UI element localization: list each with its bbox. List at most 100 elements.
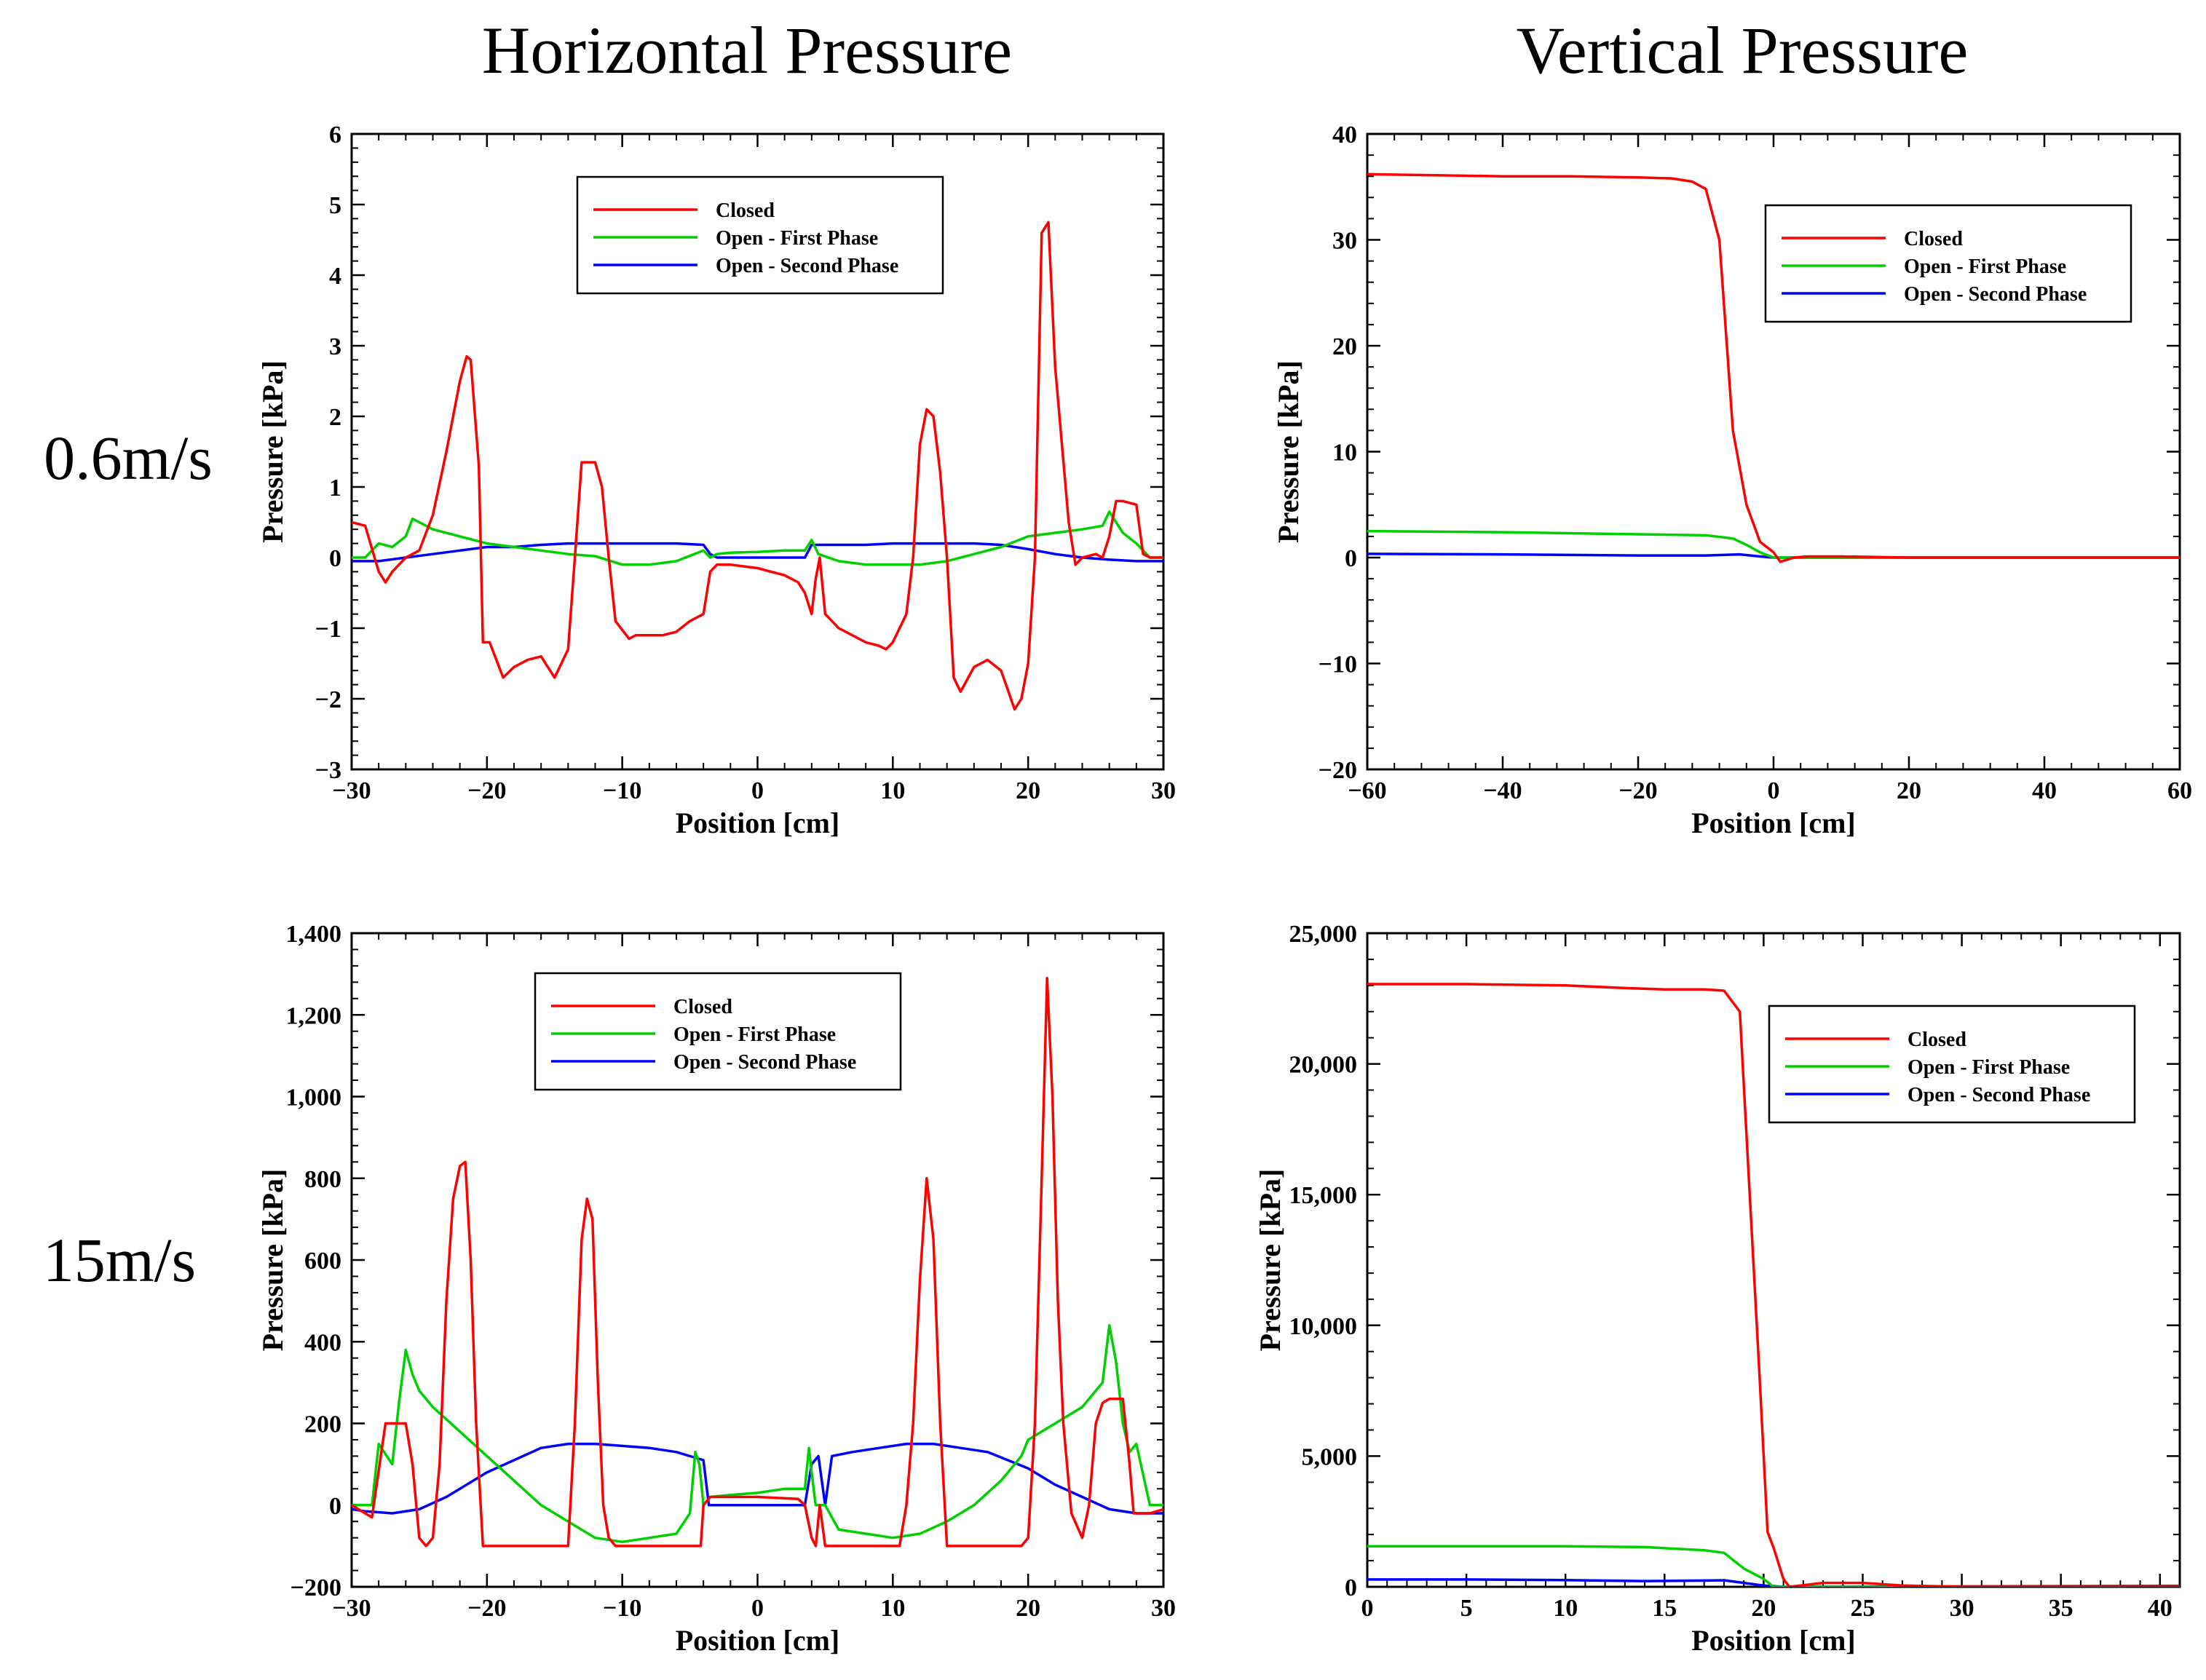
y-tick-label: 0	[329, 1493, 341, 1520]
y-tick-label: 200	[304, 1411, 341, 1438]
legend-label: Open - Second Phase	[716, 255, 898, 277]
y-tick-label: 10,000	[1289, 1313, 1358, 1340]
legend-box	[576, 175, 944, 295]
x-tick-label: 40	[2148, 1595, 2173, 1622]
y-axis-label: Pressure [kPa]	[1254, 1169, 1286, 1352]
y-tick-label: −3	[315, 757, 341, 784]
legend-label: Open - Second Phase	[1904, 283, 2087, 306]
y-tick-label: −200	[290, 1574, 341, 1601]
x-tick-label: 0	[1361, 1595, 1374, 1622]
series-group	[352, 221, 1163, 711]
series-line-closed	[1367, 983, 2180, 1587]
x-tick-label: 20	[1016, 1595, 1040, 1622]
x-tick-label: −20	[467, 1595, 506, 1622]
x-tick-label: 30	[1151, 1595, 1176, 1622]
y-tick-label: 1,000	[286, 1085, 342, 1112]
y-tick-label: 5,000	[1302, 1443, 1358, 1470]
y-tick-label: −1	[315, 616, 341, 643]
y-tick-label: 1,400	[286, 921, 342, 948]
x-tick-label: 35	[2049, 1595, 2073, 1622]
legend-label: Closed	[716, 199, 775, 222]
series-line-closed	[1367, 173, 2180, 563]
x-tick-label: 5	[1460, 1595, 1473, 1622]
x-tick-label: −60	[1348, 777, 1386, 804]
x-tick-label: 0	[1768, 777, 1780, 804]
series-line-open-second-phase	[352, 542, 1163, 563]
y-tick-label: −20	[1319, 757, 1357, 784]
y-axis-label: Pressure [kPa]	[256, 1169, 289, 1352]
y-tick-label: −2	[315, 686, 341, 713]
series-group	[1367, 173, 2180, 563]
y-tick-label: 400	[304, 1329, 341, 1356]
y-tick-label: 5	[329, 192, 341, 219]
legend: Closed Open - First Phase Open - Second Ph…	[534, 972, 902, 1091]
series-line-closed	[352, 221, 1163, 711]
chart-hp-high: −30 −20 −10 0 10 20 30 −200 0 200 400 600 800 1,000 1,…	[256, 921, 1176, 1657]
row-label-low-speed: 0.6m/s	[44, 423, 213, 493]
series-line-open-first-phase	[352, 510, 1163, 566]
x-tick-label: −20	[467, 777, 506, 804]
legend-label: Open - First Phase	[716, 227, 878, 250]
y-tick-label: −10	[1319, 651, 1357, 678]
series-line-open-first-phase	[352, 1324, 1163, 1544]
legend-label: Closed	[1907, 1029, 1966, 1051]
x-tick-label: 10	[880, 777, 905, 804]
legend-label: Closed	[673, 996, 732, 1018]
y-tick-label: 0	[1345, 545, 1357, 572]
legend: Closed Open - First Phase Open - Second Ph…	[1764, 204, 2132, 323]
series-line-open-first-phase	[1367, 1545, 2180, 1587]
y-tick-label: 20	[1332, 333, 1357, 360]
legend-label: Open - First Phase	[1904, 255, 2066, 278]
legend-label: Open - First Phase	[1907, 1056, 2070, 1079]
y-tick-label: 15,000	[1289, 1182, 1358, 1209]
x-tick-label: 25	[1850, 1595, 1875, 1622]
y-tick-label: 1	[329, 475, 341, 502]
x-tick-label: 15	[1652, 1595, 1677, 1622]
y-tick-label: 800	[304, 1166, 341, 1193]
y-tick-label: 10	[1332, 440, 1357, 467]
x-axis-label: Position [cm]	[1691, 807, 1856, 839]
legend: Closed Open - First Phase Open - Second Ph…	[1768, 1005, 2136, 1124]
row-label-high-speed: 15m/s	[43, 1225, 196, 1295]
x-tick-label: −10	[603, 1595, 641, 1622]
x-tick-label: 60	[2167, 777, 2192, 804]
chart-vp-high: 0 5 10 15 20 25 30 35 40 0 5,000 10,000 15,000 20,000…	[1254, 921, 2181, 1657]
x-tick-label: 10	[1553, 1595, 1578, 1622]
y-tick-label: 1,200	[286, 1002, 342, 1029]
y-tick-label: 0	[1345, 1574, 1357, 1601]
y-tick-label: 40	[1332, 122, 1357, 148]
y-tick-label: 4	[329, 263, 341, 290]
y-axis-label: Pressure [kPa]	[256, 360, 289, 543]
x-tick-label: 30	[1151, 777, 1176, 804]
y-tick-label: 2	[329, 404, 341, 431]
y-axis-label: Pressure [kPa]	[1272, 360, 1305, 543]
x-tick-label: 0	[751, 777, 764, 804]
x-tick-label: −40	[1483, 777, 1522, 804]
x-tick-label: 30	[1950, 1595, 1974, 1622]
x-tick-label: 0	[751, 1595, 764, 1622]
legend-label: Open - Second Phase	[673, 1051, 856, 1074]
x-tick-label: 20	[1897, 777, 1921, 804]
legend-label: Closed	[1904, 228, 1963, 250]
series-line-closed	[352, 976, 1163, 1548]
x-tick-label: 40	[2032, 777, 2057, 804]
x-tick-label: 20	[1751, 1595, 1776, 1622]
y-tick-label: 25,000	[1289, 921, 1358, 948]
series-group	[352, 976, 1163, 1548]
x-axis-label: Position [cm]	[676, 1624, 840, 1657]
y-tick-label: 600	[304, 1248, 341, 1275]
legend: Closed Open - First Phase Open - Second Ph…	[576, 175, 944, 295]
x-tick-label: 20	[1016, 777, 1040, 804]
legend-box	[1764, 204, 2132, 323]
y-tick-label: 0	[329, 545, 341, 572]
column-title-horizontal: Horizontal Pressure	[482, 13, 1012, 87]
chart-vp-low: −60 −40 −20 0 20 40 60 −20 −10 0 10 20 30 40 Position …	[1272, 122, 2192, 839]
x-tick-label: −30	[332, 777, 371, 804]
x-tick-label: 10	[880, 1595, 905, 1622]
legend-box	[1768, 1005, 2136, 1124]
x-axis-label: Position [cm]	[1691, 1624, 1856, 1657]
x-tick-label: −30	[332, 1595, 371, 1622]
